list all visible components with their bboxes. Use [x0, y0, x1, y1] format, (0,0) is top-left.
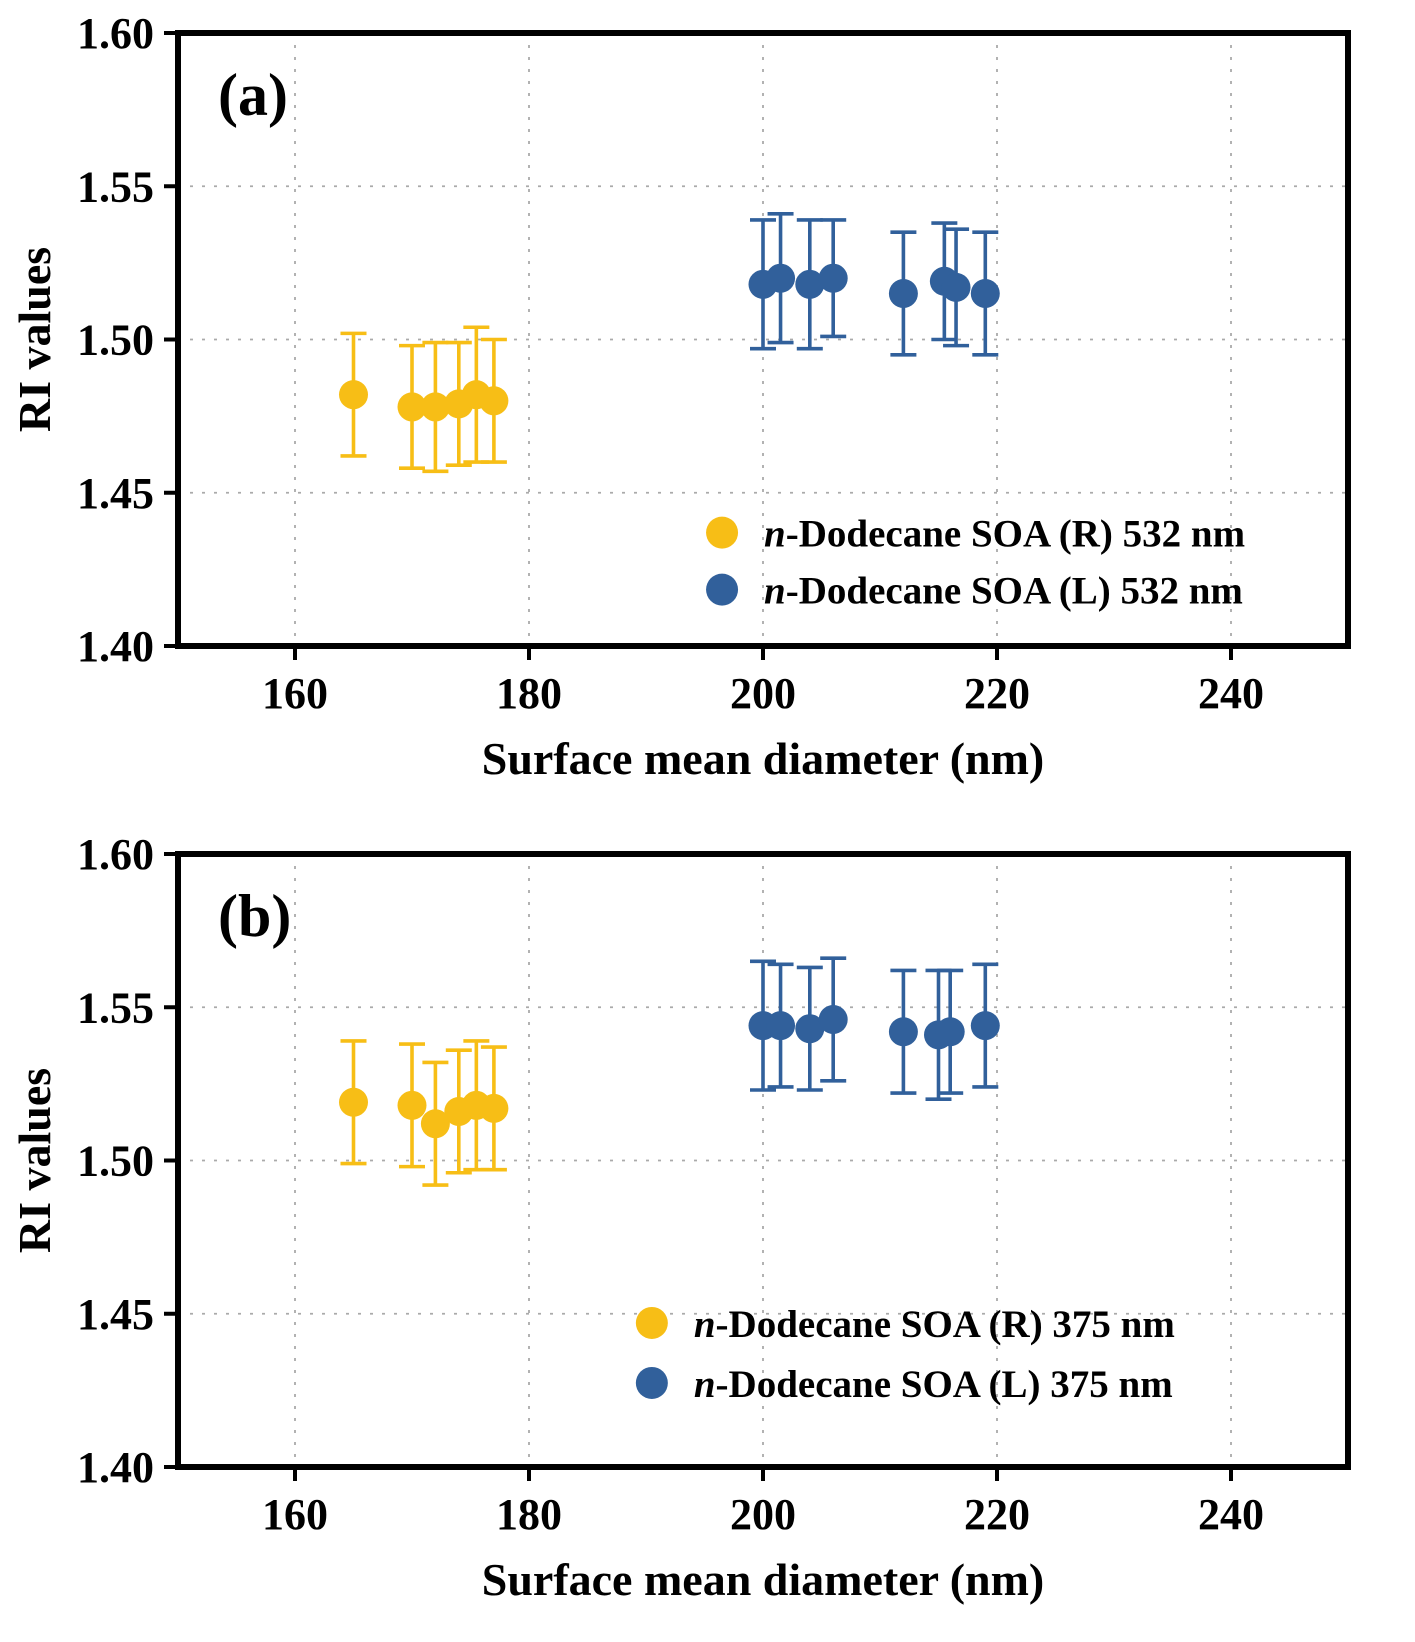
- legend: n-Dodecane SOA (R) 375 nm n-Dodecane SOA …: [635, 1303, 1175, 1406]
- data-point-marker: [818, 263, 848, 293]
- legend-label: n-Dodecane SOA (L) 532 nm: [764, 570, 1243, 613]
- data-point-marker: [941, 272, 971, 302]
- legend-swatch: [706, 573, 739, 606]
- legend-swatch: [635, 1366, 668, 1399]
- data-point-marker: [766, 1011, 796, 1041]
- panel-a-chart: 160 180 200 220 240 1.40 1.45 1.50 1.55 1.60 Surfa…: [0, 0, 1415, 821]
- x-axis-tick-label: 200: [730, 669, 796, 718]
- y-axis-tick-label: 1.45: [77, 1290, 154, 1339]
- series-yellow: [339, 1039, 509, 1187]
- legend-swatch: [706, 516, 739, 549]
- y-axis-tick-label: 1.50: [77, 1137, 154, 1186]
- legend-swatch: [635, 1306, 668, 1339]
- y-axis-label: RI values: [9, 1068, 60, 1253]
- x-axis-tick-label: 200: [730, 1490, 796, 1539]
- y-axis-tick-label: 1.60: [77, 9, 154, 58]
- series-yellow: [339, 325, 509, 474]
- x-axis-tick-label: 240: [1198, 1490, 1264, 1539]
- data-point-marker: [818, 1005, 848, 1035]
- x-axis-label: Surface mean diameter (nm): [482, 733, 1045, 784]
- data-point-marker: [888, 279, 918, 309]
- data-point-marker: [795, 1014, 825, 1044]
- legend-label: n-Dodecane SOA (R) 375 nm: [694, 1303, 1175, 1346]
- y-axis-tick-label: 1.55: [77, 983, 154, 1032]
- data-point-marker: [935, 1017, 965, 1047]
- data-point-marker: [970, 1011, 1000, 1041]
- x-axis-tick-label: 160: [262, 1490, 328, 1539]
- data-point-marker: [420, 1109, 450, 1139]
- data-point-marker: [479, 386, 509, 416]
- panel-label: (b): [218, 883, 291, 949]
- x-axis-tick-label: 160: [262, 669, 328, 718]
- x-axis-label: Surface mean diameter (nm): [482, 1554, 1045, 1605]
- series-blue: [748, 956, 1000, 1102]
- data-point-marker: [479, 1093, 509, 1123]
- y-axis-tick-label: 1.45: [77, 469, 154, 518]
- y-axis-tick-label: 1.55: [77, 162, 154, 211]
- series-blue: [748, 212, 1000, 357]
- y-axis-tick-label: 1.40: [77, 622, 154, 671]
- y-axis-tick-label: 1.50: [77, 316, 154, 365]
- data-point-marker: [339, 380, 368, 410]
- data-point-marker: [888, 1017, 918, 1047]
- legend: n-Dodecane SOA (R) 532 nm n-Dodecane SOA …: [706, 513, 1245, 613]
- x-axis-tick-label: 180: [496, 1490, 562, 1539]
- panel-b-chart: 160 180 200 220 240 1.40 1.45 1.50 1.55 1.60 Surfa…: [0, 821, 1415, 1642]
- data-point-marker: [420, 392, 450, 422]
- x-axis-tick-label: 180: [496, 669, 562, 718]
- legend-label: n-Dodecane SOA (L) 375 nm: [694, 1363, 1173, 1406]
- data-point-marker: [339, 1087, 368, 1117]
- x-axis-tick-label: 240: [1198, 669, 1264, 718]
- panel-background: [0, 0, 1415, 821]
- x-axis-tick-label: 220: [964, 669, 1030, 718]
- panel-label: (a): [218, 62, 288, 128]
- y-axis-tick-label: 1.40: [77, 1443, 154, 1492]
- data-point-marker: [795, 269, 825, 299]
- panel-background: [0, 821, 1415, 1642]
- y-axis-label: RI values: [9, 247, 60, 432]
- data-point-marker: [766, 263, 796, 293]
- legend-label: n-Dodecane SOA (R) 532 nm: [764, 513, 1245, 556]
- data-point-marker: [970, 279, 1000, 309]
- y-axis-tick-label: 1.60: [77, 830, 154, 879]
- data-point-marker: [397, 1090, 427, 1120]
- data-point-marker: [397, 392, 427, 422]
- x-axis-tick-label: 220: [964, 1490, 1030, 1539]
